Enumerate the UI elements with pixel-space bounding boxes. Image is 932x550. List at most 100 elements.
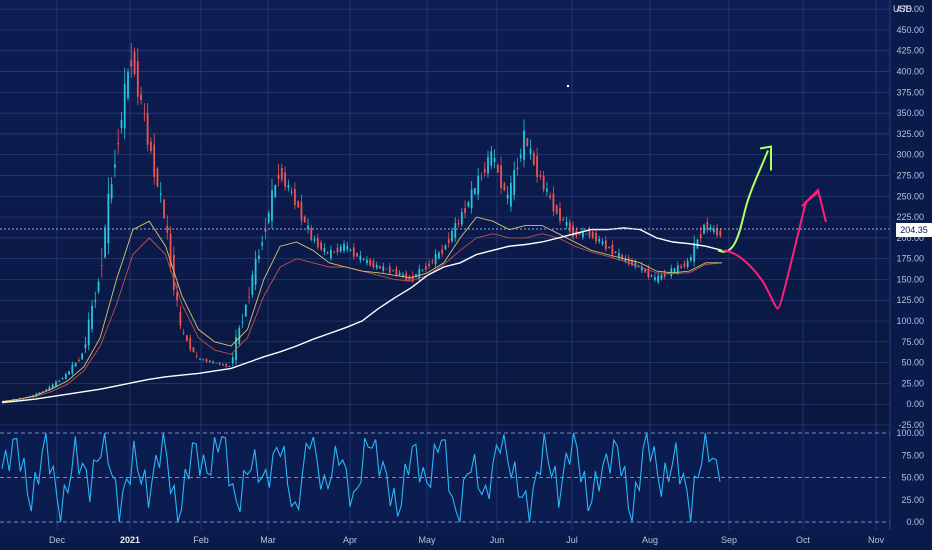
candle-body <box>467 202 470 207</box>
candle-body <box>686 260 689 267</box>
candle-body <box>585 233 588 235</box>
candle-body <box>683 263 686 267</box>
candle-body <box>572 225 574 237</box>
candle-body <box>202 359 205 361</box>
candle-body <box>578 232 581 235</box>
candle-body <box>526 138 529 147</box>
x-tick-label: Dec <box>49 535 66 545</box>
candle-body <box>470 189 473 209</box>
candle-body <box>58 380 61 382</box>
candle-body <box>280 167 283 180</box>
candle-body <box>582 231 584 238</box>
y-tick-label: 475.00 <box>896 4 924 14</box>
y-tick-label: 350.00 <box>896 108 924 118</box>
candle-body <box>212 361 214 363</box>
candle-body <box>359 255 362 261</box>
y-tick-label: 150.00 <box>896 274 924 284</box>
candle-body <box>159 193 162 196</box>
oscillator-path <box>1 432 721 523</box>
grid <box>0 0 890 530</box>
candle-body <box>87 319 90 346</box>
ma-mid-line <box>1 216 722 403</box>
candle-body <box>624 258 627 262</box>
candle-body <box>323 248 326 252</box>
candle-body <box>12 399 15 402</box>
candle-body <box>503 183 506 191</box>
candle-body <box>588 230 591 237</box>
candle-body <box>130 60 133 67</box>
candle-body <box>673 268 676 273</box>
candle-body <box>218 363 221 365</box>
candle-body <box>352 247 355 257</box>
oscillator-y-axis: 100.00 75.00 50.00 25.00 0.00 <box>0 428 924 527</box>
candle-body <box>392 270 394 272</box>
candle-body <box>552 193 555 212</box>
candle-body <box>195 355 198 357</box>
candle-body <box>519 154 522 159</box>
osc-y-tick-label: 25.00 <box>901 495 924 505</box>
candle-body <box>598 238 601 242</box>
candle-body <box>241 322 244 323</box>
candle-body <box>477 175 480 195</box>
candle-body <box>699 233 702 238</box>
candle-body <box>604 240 607 249</box>
y-tick-label: 375.00 <box>896 87 924 97</box>
candle-body <box>199 358 201 360</box>
candle-body <box>228 366 231 368</box>
candle-body <box>330 249 332 259</box>
candle-body <box>418 269 421 279</box>
candle-body <box>372 261 375 268</box>
y-tick-label: 125.00 <box>896 295 924 305</box>
candle-body <box>114 164 116 168</box>
candle-body <box>654 277 656 280</box>
candle-body <box>136 60 139 97</box>
candle-body <box>568 222 571 232</box>
candle-body <box>529 148 532 154</box>
forecast-up-path <box>717 150 769 253</box>
candle-body <box>225 364 228 367</box>
candle-body <box>186 335 188 341</box>
candle-body <box>487 156 489 174</box>
candle-body <box>506 194 509 199</box>
candle-body <box>516 167 519 170</box>
candle-body <box>539 175 542 177</box>
candle-body <box>182 332 185 334</box>
candle-body <box>388 266 391 273</box>
forecast-up-arrowhead <box>759 145 772 171</box>
candle-body <box>156 168 159 187</box>
candle-body <box>644 268 646 273</box>
candle-body <box>441 249 444 254</box>
candle-body <box>74 362 77 367</box>
candle-body <box>78 360 80 361</box>
candle-body <box>94 300 97 303</box>
time-x-axis: Dec 2021 Feb Mar Apr May Jun Jul Aug Sep Oct Nov <box>49 535 885 545</box>
candle-body <box>104 227 106 258</box>
candle-body <box>274 185 277 198</box>
candle-body <box>84 344 87 349</box>
x-tick-label: 2021 <box>120 535 140 545</box>
candle-body <box>709 227 712 230</box>
candle-body <box>19 398 21 401</box>
candle-body <box>222 363 224 366</box>
candle-body <box>146 113 149 145</box>
candle-body <box>205 359 208 362</box>
candle-body <box>163 199 165 219</box>
candle-body <box>339 246 342 252</box>
candle-body <box>565 221 568 226</box>
candle-body <box>438 252 440 259</box>
candle-body <box>81 353 84 360</box>
candle-body <box>719 230 722 237</box>
candle-body <box>444 245 447 250</box>
candle-body <box>22 398 25 400</box>
marker-dot <box>566 84 570 88</box>
last-price-badge: 204.35 <box>896 223 932 237</box>
candle-body <box>271 190 273 221</box>
candle-body <box>261 242 264 246</box>
candle-body <box>680 266 682 268</box>
candle-body <box>100 265 103 266</box>
candle-body <box>536 155 538 177</box>
candle-body <box>287 185 290 188</box>
candle-body <box>591 231 594 238</box>
candle-body <box>153 144 156 178</box>
